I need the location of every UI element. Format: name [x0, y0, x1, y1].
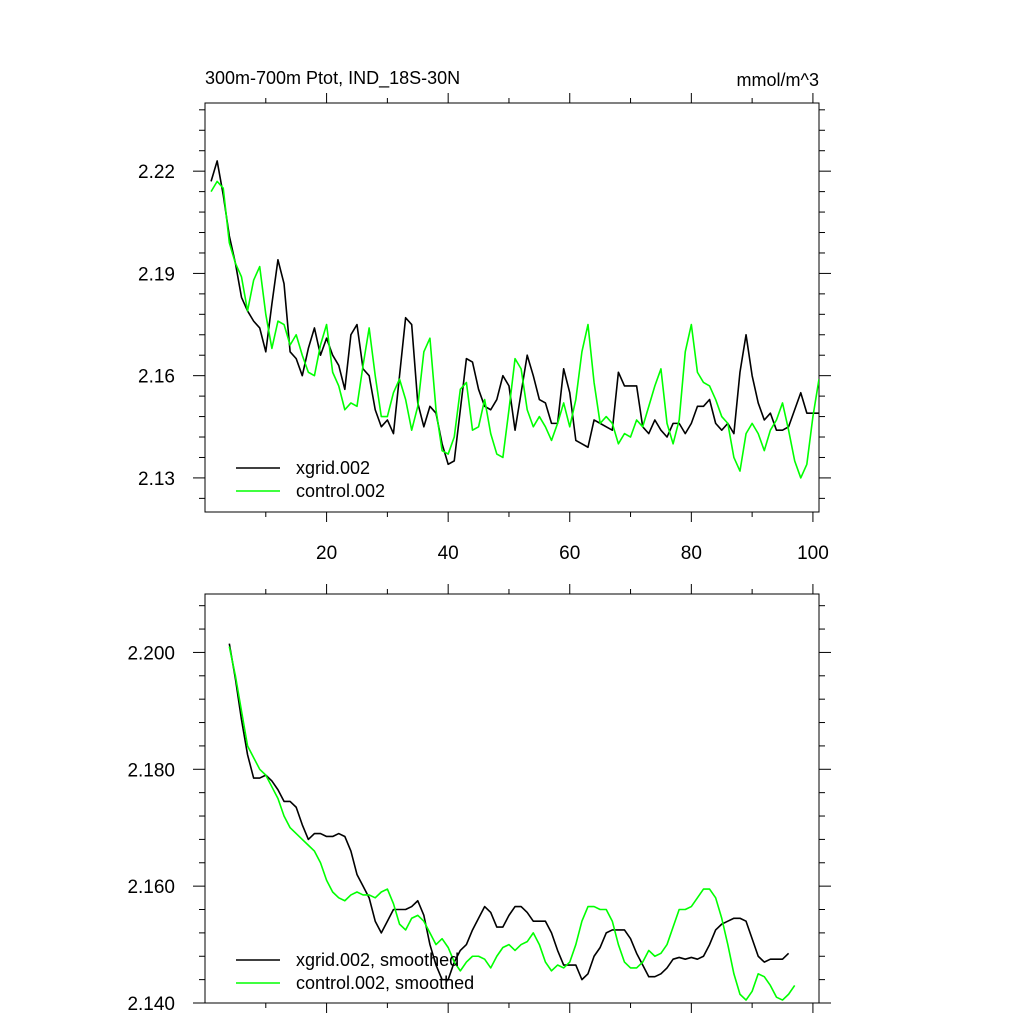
legend-label: xgrid.002, smoothed — [296, 950, 459, 970]
top-plot-title: 300m-700m Ptot, IND_18S-30N — [205, 68, 460, 89]
top-plot-area: 20 40 60 80 100 2.13 2.16 2.19 2.22 xgrid.002 cont… — [138, 93, 831, 564]
y-tick-label: 2.180 — [127, 760, 175, 781]
x-tick-label: 40 — [438, 543, 459, 564]
y-tick-label: 2.16 — [138, 367, 175, 388]
series-line-xgrid — [210, 160, 819, 466]
x-tick-label: 80 — [681, 543, 702, 564]
x-tick-label: 20 — [316, 543, 337, 564]
top-plot-units: mmol/m^3 — [737, 70, 819, 90]
y-tick-label: 2.140 — [127, 994, 175, 1015]
y-tick-label: 2.13 — [138, 469, 175, 490]
series-line-xgrid — [228, 643, 790, 981]
y-tick-label: 2.22 — [138, 162, 175, 183]
plot-frame — [204, 102, 820, 513]
legend-label: control.002 — [296, 481, 385, 501]
series-line-control — [228, 646, 796, 1001]
legend-label: xgrid.002 — [296, 458, 370, 478]
y-tick-label: 2.160 — [127, 877, 175, 898]
bottom-plot-area: 2.140 2.160 2.180 2.200 xgrid.002, smoothed c… — [127, 584, 831, 1015]
y-tick-label: 2.200 — [127, 643, 175, 664]
bottom-plot: 2.140 2.160 2.180 2.200 xgrid.002, smoothed c… — [127, 584, 831, 1015]
x-tick-label: 60 — [559, 543, 580, 564]
y-tick-label: 2.19 — [138, 264, 175, 285]
legend-label: control.002, smoothed — [296, 973, 474, 993]
x-tick-label: 100 — [797, 543, 829, 564]
series-line-control — [210, 180, 819, 479]
top-plot: 300m-700m Ptot, IND_18S-30N mmol/m^3 20 4… — [138, 68, 831, 564]
plot-frame — [204, 593, 820, 1004]
